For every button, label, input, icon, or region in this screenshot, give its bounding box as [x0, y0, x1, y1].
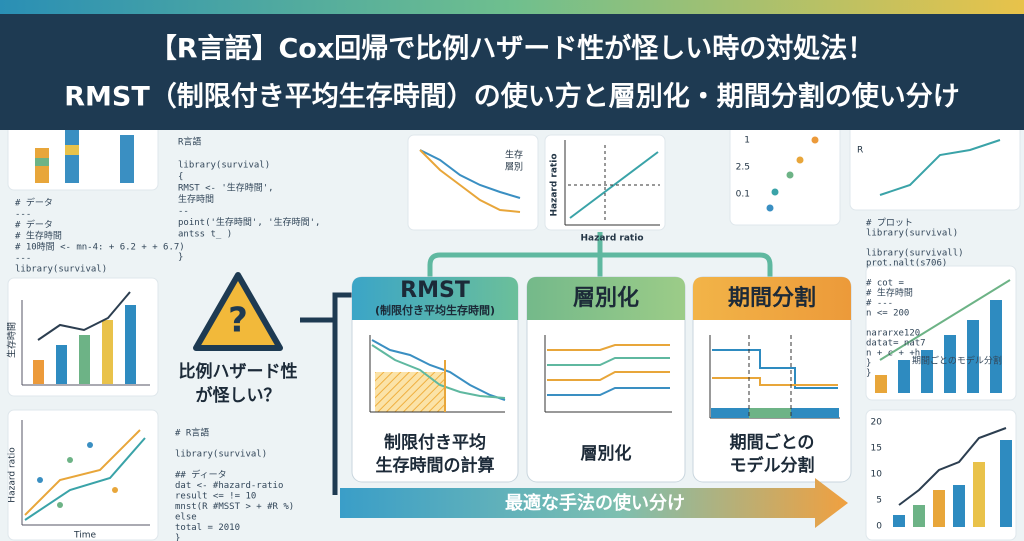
code-line: R言語	[178, 136, 201, 148]
code-line: ## ディータ	[175, 469, 227, 481]
tick-label: 15	[871, 444, 882, 454]
svg-text:?: ?	[228, 301, 248, 341]
axis-label: Hazard ratio	[580, 234, 643, 244]
axis-label: Time	[73, 531, 96, 541]
code-line: # 生存時間	[866, 287, 913, 299]
code-line: # 10時間 <- mn-4: + 6.2 + + 6.7)	[15, 242, 185, 253]
code-line: library(survival)	[178, 161, 270, 171]
code-line: # プロット	[866, 218, 913, 229]
code-line: result <= != 10	[175, 492, 256, 502]
card-caption: 制限付き平均	[384, 432, 486, 453]
code-line: datat= nat7	[866, 339, 926, 349]
question: 比例ハザード性	[179, 361, 298, 382]
code-line: RMST <- '生存時間',	[178, 182, 274, 194]
header-stripe	[0, 0, 1024, 14]
code-line: # R言語	[175, 427, 209, 439]
code-line: nararxe120	[866, 329, 920, 339]
code-line: # ---	[866, 299, 893, 309]
flow-arrow	[340, 478, 848, 528]
code-line: # cot =	[866, 279, 905, 289]
code-line: n <= 200	[866, 309, 909, 319]
connectors	[300, 232, 773, 495]
code-note: 期間ごとのモデル分割	[912, 355, 1002, 367]
tick-label: 10	[871, 470, 883, 480]
card-rmst	[351, 276, 519, 483]
code-line: # データ	[15, 197, 53, 209]
card-caption: 層別化	[581, 443, 632, 464]
code-line: prot.nalt(s706)	[866, 259, 947, 269]
code-line: library(survivall)	[866, 249, 964, 259]
code-line: point('生存時間', '生存時間',	[178, 216, 320, 228]
title: RMST（制限付き平均生存時間）の使い方と層別化・期間分割の使い分け	[64, 81, 960, 113]
card-caption: モデル分割	[730, 455, 815, 476]
code-line: library(survival)	[175, 450, 267, 460]
code-line: total = 2010	[175, 523, 240, 533]
background-text: # データ---# データ# 生存時間# 10時間 <- mn-4: + 6.2…	[6, 136, 1002, 541]
card-title: 期間分割	[728, 285, 816, 311]
card-title: RMST	[400, 278, 470, 303]
code-line: library(survival)	[15, 265, 107, 275]
axis-label: Hazard ratio	[550, 153, 560, 216]
code-line: ---	[15, 210, 31, 220]
legend-label: 層別	[505, 162, 523, 173]
header-band	[0, 14, 1024, 130]
code-line: {	[178, 172, 183, 182]
axis-label: Hazard ratio	[8, 447, 18, 503]
card-caption: 生存時間の計算	[376, 455, 495, 476]
code-line: }	[866, 369, 871, 379]
axis-label: 生存時間	[6, 322, 18, 358]
tick-label: 0.1	[736, 190, 750, 200]
code-line: antss t_ )	[178, 230, 232, 240]
code-line: dat <- #hazard-ratio	[175, 481, 283, 491]
code-line: --	[178, 207, 189, 217]
code-line: library(survival)	[866, 229, 958, 239]
tick-label: 2.5	[736, 163, 750, 173]
tick-label: 20	[871, 418, 883, 428]
code-line: else	[175, 513, 197, 523]
decor-charts	[21, 128, 1012, 527]
legend-label: 生存	[505, 149, 523, 161]
code-line: }	[175, 534, 180, 541]
card-caption: 期間ごとの	[730, 432, 815, 453]
code-line: }	[866, 359, 871, 369]
card-subtitle: (制限付き平均生存時間)	[375, 303, 495, 317]
title: 【R言語】Cox回帰で比例ハザード性が怪しい時の対処法！	[150, 33, 875, 65]
code-line: ---	[15, 254, 31, 264]
tick-label: 5	[876, 496, 882, 506]
card-strata	[526, 276, 686, 483]
code-line: mnst(R #MSST > + #R %)	[175, 502, 294, 512]
warning-icon: ?	[193, 272, 283, 351]
code-line: }	[178, 253, 183, 263]
axis-label: R	[857, 146, 863, 156]
card-period	[692, 276, 852, 483]
code-line: # データ	[15, 219, 53, 231]
code-line: n + c + +h	[866, 349, 920, 359]
tick-label: 0	[876, 522, 882, 532]
tick-label: 1	[744, 136, 750, 146]
code-line: # 生存時間	[15, 230, 62, 242]
arrow-label: 最適な手法の使い分け	[505, 492, 685, 514]
card-title: 層別化	[573, 285, 639, 311]
question: が怪しい？	[196, 385, 281, 406]
code-line: 生存時間	[178, 193, 214, 205]
